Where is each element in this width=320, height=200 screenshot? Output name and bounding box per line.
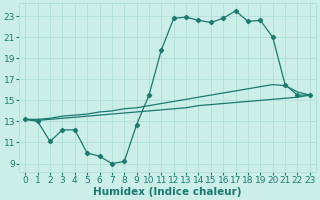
X-axis label: Humidex (Indice chaleur): Humidex (Indice chaleur) — [93, 187, 242, 197]
